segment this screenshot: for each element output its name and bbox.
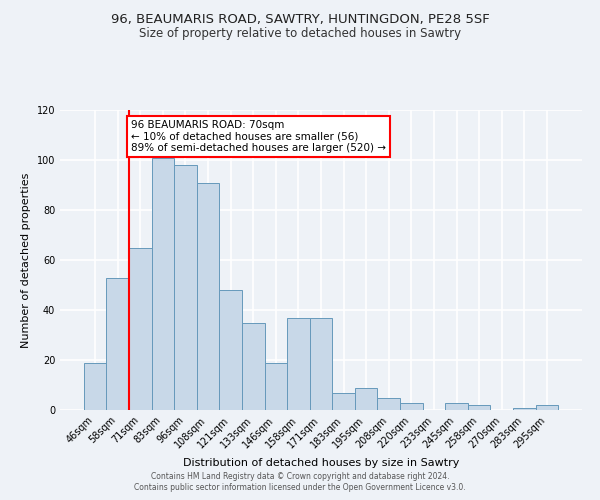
Bar xyxy=(332,392,355,410)
Text: Contains HM Land Registry data © Crown copyright and database right 2024.: Contains HM Land Registry data © Crown c… xyxy=(151,472,449,481)
Bar xyxy=(242,322,265,410)
Bar xyxy=(129,248,152,410)
Bar xyxy=(377,398,400,410)
Bar xyxy=(152,158,174,410)
Bar xyxy=(106,278,129,410)
Bar xyxy=(310,318,332,410)
Bar xyxy=(468,405,490,410)
Bar xyxy=(355,388,377,410)
Bar xyxy=(445,402,468,410)
Bar xyxy=(174,165,197,410)
Bar xyxy=(400,402,422,410)
Bar xyxy=(197,182,220,410)
Bar xyxy=(287,318,310,410)
X-axis label: Distribution of detached houses by size in Sawtry: Distribution of detached houses by size … xyxy=(183,458,459,468)
Text: 96, BEAUMARIS ROAD, SAWTRY, HUNTINGDON, PE28 5SF: 96, BEAUMARIS ROAD, SAWTRY, HUNTINGDON, … xyxy=(110,12,490,26)
Text: Size of property relative to detached houses in Sawtry: Size of property relative to detached ho… xyxy=(139,28,461,40)
Bar xyxy=(220,290,242,410)
Bar xyxy=(265,362,287,410)
Text: Contains public sector information licensed under the Open Government Licence v3: Contains public sector information licen… xyxy=(134,484,466,492)
Y-axis label: Number of detached properties: Number of detached properties xyxy=(21,172,31,348)
Bar xyxy=(536,405,558,410)
Bar xyxy=(513,408,536,410)
Bar xyxy=(84,362,106,410)
Text: 96 BEAUMARIS ROAD: 70sqm
← 10% of detached houses are smaller (56)
89% of semi-d: 96 BEAUMARIS ROAD: 70sqm ← 10% of detach… xyxy=(131,120,386,153)
